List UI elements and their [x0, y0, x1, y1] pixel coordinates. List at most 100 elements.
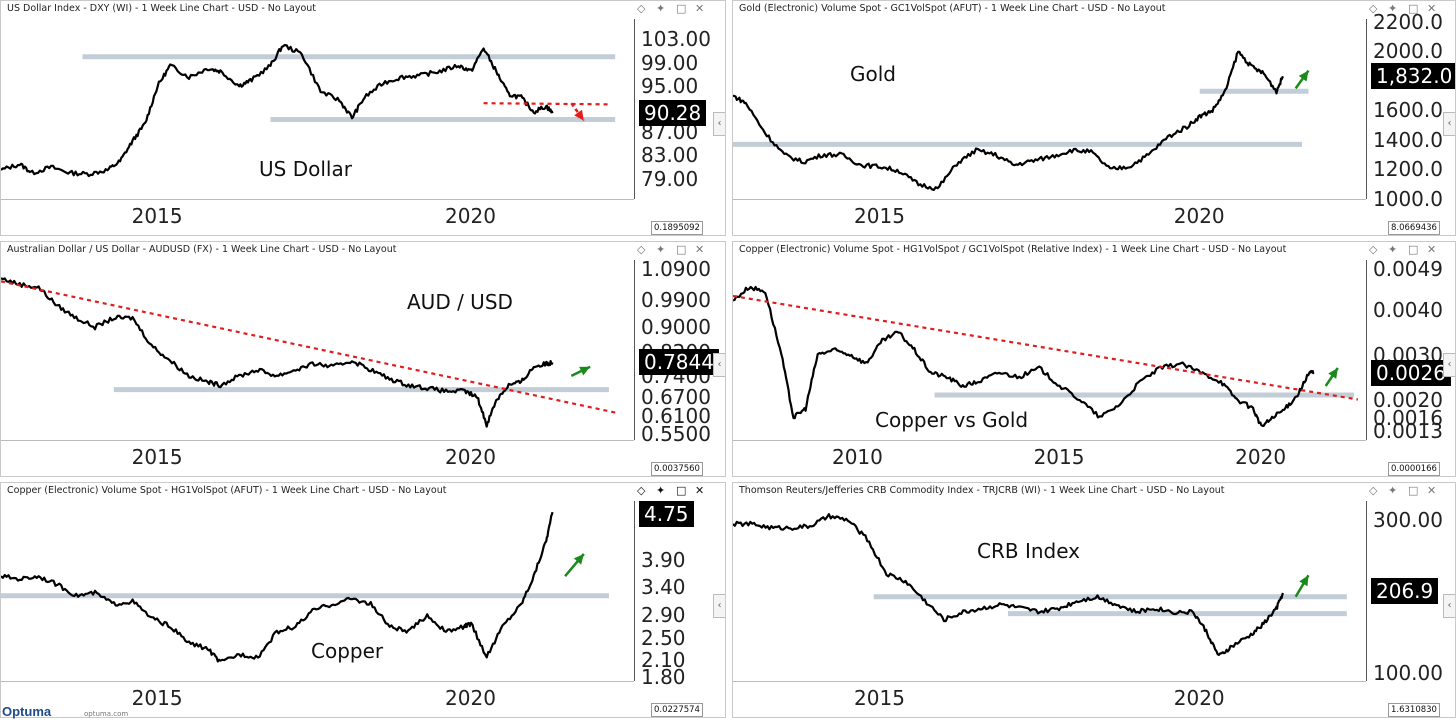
y-tick-label: 0.0020 — [1373, 387, 1443, 412]
diamond-icon[interactable]: ◇ — [637, 2, 646, 15]
diamond-icon[interactable]: ◇ — [637, 243, 646, 256]
last-price-label: 90.28 — [639, 100, 707, 127]
close-icon[interactable]: ✕ — [695, 484, 705, 497]
x-tick-label: 2015 — [854, 686, 905, 710]
diamond-icon[interactable]: ◇ — [1369, 2, 1378, 15]
x-axis[interactable]: 2015 2020 — [1, 199, 634, 234]
y-tick-label: 2200.0 — [1373, 9, 1443, 34]
last-price-label: 1,832.0 — [1371, 63, 1455, 90]
panel-title: US Dollar Index - DXY (WI) - 1 Week Line… — [7, 3, 317, 14]
scale-readout: 0.0227574 — [651, 703, 703, 717]
price-series-line — [1, 43, 554, 178]
close-icon[interactable]: ✕ — [1427, 484, 1437, 497]
collapse-icon[interactable]: ‹ — [1443, 112, 1455, 136]
collapse-icon[interactable]: ‹ — [713, 353, 725, 377]
close-icon[interactable]: ✕ — [695, 2, 705, 15]
pin-icon[interactable]: ✦ — [656, 2, 666, 15]
y-tick-label: 0.6700 — [641, 385, 711, 410]
x-tick-label: 2010 — [831, 445, 883, 469]
y-tick-label: 3.40 — [641, 575, 686, 600]
x-axis[interactable]: 2015 2020 — [1, 440, 634, 475]
collapse-icon[interactable]: ‹ — [1443, 353, 1455, 377]
last-price-label: 4.75 — [639, 501, 694, 527]
chart-label: Gold — [850, 62, 896, 86]
y-axis[interactable]: 0.0049 0.0040 0.0030 0.0020 0.0016 0.0013 0.00… — [1366, 257, 1455, 443]
chart-panel-crb[interactable]: Thomson Reuters/Jefferies CRB Commodity … — [732, 482, 1456, 718]
y-tick-label: 2000.0 — [1373, 39, 1443, 64]
chart-panel-gold[interactable]: Gold (Electronic) Volume Spot - GC1VolSp… — [732, 0, 1456, 236]
close-icon[interactable]: ✕ — [1427, 243, 1437, 256]
y-tick-label: 0.0049 — [1373, 257, 1443, 282]
y-axis[interactable]: 300.00 100.00 206.9 — [1366, 501, 1455, 684]
collapse-icon[interactable]: ‹ — [1443, 594, 1455, 618]
y-tick-label: 0.9000 — [641, 315, 711, 340]
pin-icon[interactable]: ✦ — [656, 484, 666, 497]
y-tick-label: 0.0016 — [1373, 405, 1443, 430]
scale-readout: 0.1895092 — [651, 221, 703, 235]
chart-panel-dxy[interactable]: US Dollar Index - DXY (WI) - 1 Week Line… — [0, 0, 726, 236]
chart-plot-area[interactable] — [733, 19, 1366, 199]
chart-panel-copper[interactable]: Copper (Electronic) Volume Spot - HG1Vol… — [0, 482, 726, 718]
y-axis[interactable]: 103.0099.0095.0091.0087.0083.0079.0090.2… — [634, 19, 725, 199]
maximize-icon[interactable]: □ — [1408, 484, 1419, 497]
y-axis[interactable]: 3.90 3.40 2.90 2.50 2.10 1.80 4.75 — [634, 501, 725, 688]
pin-icon[interactable]: ✦ — [1388, 2, 1398, 15]
scale-readout: 1.6310830 — [1388, 703, 1440, 717]
chart-panel-audusd[interactable]: Australian Dollar / US Dollar - AUDUSD (… — [0, 241, 726, 477]
y-axis[interactable]: 2200.0 2000.0 1600.0 1400.0 1200.0 1000.0 1,83… — [1366, 11, 1455, 210]
y-tick-label: 2.90 — [641, 603, 686, 628]
x-axis[interactable]: 2015 2020 — [733, 681, 1366, 716]
y-tick-label: 2.10 — [641, 647, 686, 672]
y-tick-label: 0.0013 — [1373, 419, 1443, 443]
x-tick-label: 2015 — [131, 204, 183, 228]
diamond-icon[interactable]: ◇ — [637, 484, 646, 497]
y-tick-label: 0.6100 — [641, 403, 711, 428]
x-tick-label: 2020 — [1173, 204, 1225, 228]
y-tick-label: 0.0040 — [1373, 297, 1443, 322]
diamond-icon[interactable]: ◇ — [1369, 484, 1378, 497]
panel-title: Gold (Electronic) Volume Spot - GC1VolSp… — [739, 3, 1166, 14]
y-tick-label: 99.00 — [641, 50, 699, 75]
maximize-icon[interactable]: □ — [676, 2, 687, 15]
panel-title: Copper (Electronic) Volume Spot - HG1Vol… — [7, 485, 447, 496]
chart-plot-area[interactable] — [733, 501, 1366, 681]
optuma-url: optuma.com — [84, 710, 129, 718]
x-axis[interactable]: 2010 2015 2020 — [733, 440, 1366, 475]
y-tick-label: 2.50 — [641, 625, 686, 650]
x-axis[interactable]: 2015 2020 — [733, 199, 1366, 234]
chart-plot-area[interactable] — [1, 19, 634, 199]
arrow-head-icon — [1298, 70, 1309, 82]
price-series-line — [733, 285, 1315, 427]
maximize-icon[interactable]: □ — [676, 484, 687, 497]
chart-plot-area[interactable] — [1, 501, 634, 681]
chart-plot-area[interactable] — [1, 260, 634, 440]
pin-icon[interactable]: ✦ — [1388, 484, 1398, 497]
pin-icon[interactable]: ✦ — [1388, 243, 1398, 256]
collapse-icon[interactable]: ‹ — [713, 112, 725, 136]
last-price-label: 206.9 — [1371, 578, 1439, 605]
close-icon[interactable]: ✕ — [695, 243, 705, 256]
y-tick-label: 1000.0 — [1373, 187, 1443, 211]
scale-readout: 8.0669436 — [1388, 221, 1440, 235]
y-tick-label: 1.0900 — [641, 257, 711, 282]
collapse-icon[interactable]: ‹ — [713, 594, 725, 618]
y-axis[interactable]: 1.09000.99000.90000.82000.74000.67000.61… — [634, 257, 725, 445]
x-axis[interactable]: 2015 2020 — [1, 681, 634, 716]
panel-title: Australian Dollar / US Dollar - AUDUSD (… — [7, 244, 397, 255]
arrow-head-icon — [1299, 575, 1309, 587]
x-tick-label: 2015 — [1033, 445, 1085, 469]
maximize-icon[interactable]: □ — [1408, 243, 1419, 256]
chart-panel-copper-gold[interactable]: Copper (Electronic) Volume Spot - HG1Vol… — [732, 241, 1456, 477]
maximize-icon[interactable]: □ — [676, 243, 687, 256]
scale-readout: 0.0000166 — [1388, 462, 1440, 476]
pin-icon[interactable]: ✦ — [656, 243, 666, 256]
optuma-logo: Optuma — [2, 704, 52, 719]
y-tick-label: 83.00 — [641, 143, 699, 168]
y-tick-label: 79.00 — [641, 166, 699, 191]
close-icon[interactable]: ✕ — [1427, 2, 1437, 15]
chart-plot-area[interactable] — [733, 260, 1366, 440]
y-tick-label: 95.00 — [641, 73, 699, 98]
scale-readout: 0.0037560 — [651, 462, 703, 476]
diamond-icon[interactable]: ◇ — [1369, 243, 1378, 256]
maximize-icon[interactable]: □ — [1408, 2, 1419, 15]
